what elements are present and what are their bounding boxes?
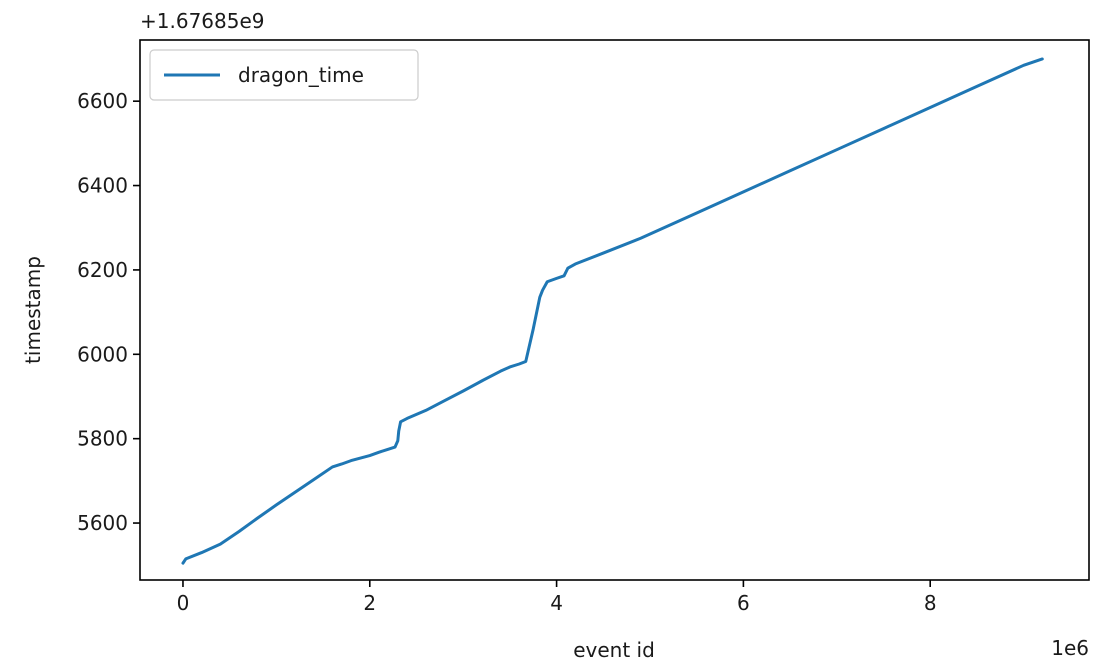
y-axis-ticks: 5600 5800 6000 6200 6400 6600	[77, 89, 140, 535]
x-tick-label: 8	[924, 591, 937, 615]
x-axis-ticks: 0 2 4 6 8	[177, 580, 937, 615]
legend: dragon_time	[149, 49, 419, 101]
legend-label: dragon_time	[238, 63, 364, 87]
series-layer	[181, 57, 1044, 565]
y-tick-label: 6400	[77, 174, 128, 198]
x-tick-label: 6	[737, 591, 750, 615]
y-axis-label: timestamp	[21, 256, 45, 364]
y-offset-label: +1.67685e9	[140, 9, 265, 33]
x-offset-label: 1e6	[1051, 636, 1089, 660]
series-line-dragon_time	[181, 57, 1044, 565]
y-tick-label: 6200	[77, 258, 128, 282]
x-axis-label: event id	[573, 638, 655, 662]
y-tick-label: 6000	[77, 342, 128, 366]
y-tick-label: 5800	[77, 427, 128, 451]
plot-background	[140, 40, 1089, 580]
x-tick-label: 2	[363, 591, 376, 615]
x-tick-label: 4	[550, 591, 563, 615]
plot-frame	[139, 39, 1090, 581]
y-tick-label: 6600	[77, 89, 128, 113]
y-tick-label: 5600	[77, 511, 128, 535]
x-tick-label: 0	[177, 591, 190, 615]
legend-box	[149, 49, 419, 101]
